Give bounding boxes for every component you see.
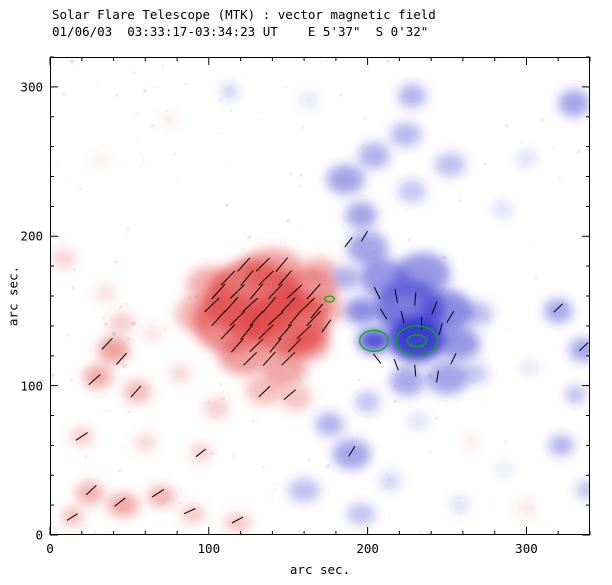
x-axis-label: arc sec.	[289, 562, 351, 577]
chart-title: Solar Flare Telescope (MTK) : vector mag…	[52, 7, 436, 22]
x-tick-label: 300	[515, 541, 538, 556]
chart-subtitle: 01/06/03 03:33:17-03:34:23 UT E 5'37" S …	[52, 24, 429, 39]
x-tick-label: 100	[197, 541, 221, 556]
x-tick-label: 0	[46, 541, 54, 556]
y-tick-label: 0	[35, 527, 43, 543]
x-tick-label: 200	[356, 541, 379, 556]
field-vectors	[66, 230, 589, 524]
axes-box	[49, 56, 591, 536]
y-tick-label: 100	[20, 378, 43, 394]
field-regions	[50, 83, 590, 532]
y-tick-label: 200	[20, 228, 43, 244]
y-axis-label: arc sec.	[5, 265, 21, 327]
flare-contours	[324, 295, 439, 357]
y-tick-label: 300	[20, 79, 43, 95]
